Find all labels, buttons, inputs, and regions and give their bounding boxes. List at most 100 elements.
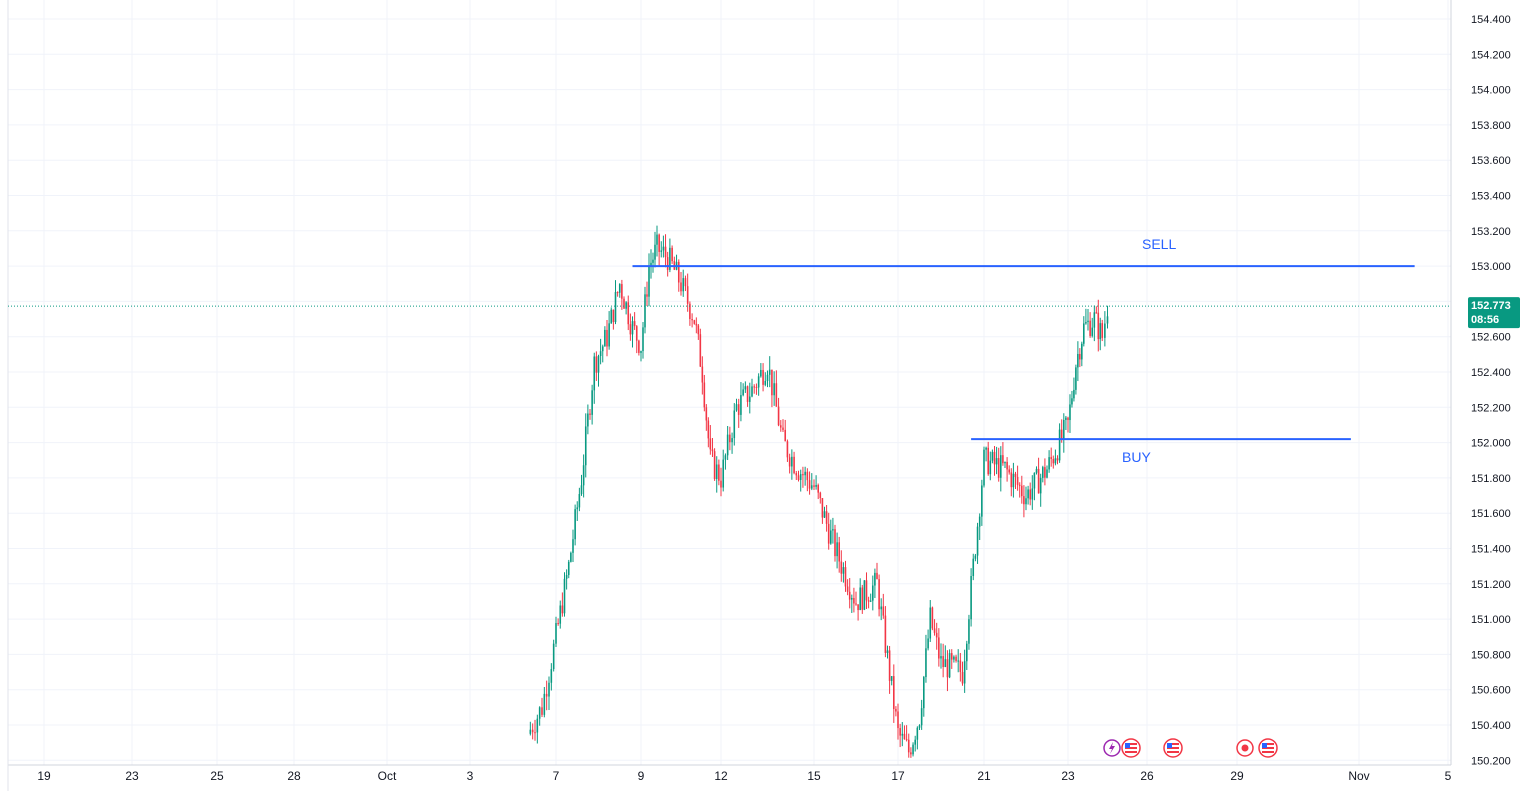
candle-body (869, 600, 872, 602)
candle-body (987, 447, 989, 475)
candle-body (1029, 489, 1031, 500)
candle-body (912, 744, 914, 755)
candle-body (737, 404, 740, 415)
candle-body (819, 492, 822, 498)
candle-body (565, 575, 568, 579)
candle-body (755, 386, 758, 388)
candle-body (1000, 455, 1002, 478)
candle-body (531, 729, 534, 733)
candle-body (907, 739, 910, 753)
candle-body (722, 459, 725, 488)
candle-body (601, 346, 604, 352)
candle-body (1101, 323, 1104, 338)
candle-body (677, 261, 680, 283)
candle-body (844, 567, 847, 587)
candle-body (748, 396, 751, 402)
candle-body (623, 298, 625, 309)
us-flag-icon[interactable] (1258, 738, 1278, 758)
candle-body (840, 561, 843, 574)
candle-body (974, 555, 977, 559)
candle-body (893, 676, 895, 710)
candle-body (815, 484, 817, 487)
candle-body (589, 413, 591, 415)
candle-body (923, 677, 925, 709)
candle-body (808, 480, 811, 489)
candle-body (874, 572, 876, 586)
time-tick-label: 21 (977, 769, 991, 783)
candle-body (903, 733, 906, 740)
candles-layer (529, 225, 1109, 758)
candle-body (1075, 367, 1077, 390)
candle-body (910, 752, 912, 755)
candle-body (788, 457, 791, 467)
candle-body (817, 484, 819, 493)
candle-body (543, 693, 546, 715)
candle-body (599, 351, 602, 357)
candle-body (935, 632, 938, 638)
flash-icon[interactable] (1103, 739, 1121, 757)
price-tick-label: 150.400 (1471, 720, 1511, 732)
candle-body (944, 659, 947, 668)
candle-body (587, 413, 589, 427)
candle-body (707, 420, 710, 439)
candle-body (610, 309, 613, 324)
candle-body (884, 615, 887, 653)
candle-body (548, 682, 550, 697)
candle-body (638, 340, 640, 353)
candle-body (545, 693, 548, 697)
candle-body (733, 410, 736, 439)
candle-body (1037, 468, 1040, 494)
time-tick-label: Oct (378, 769, 397, 783)
candle-body (1079, 353, 1081, 360)
time-tick-label: 28 (287, 769, 301, 783)
candle-body (946, 659, 949, 678)
candle-body (753, 386, 756, 388)
candle-body (1027, 489, 1029, 499)
candle-body (978, 516, 981, 527)
candle-body (830, 530, 832, 544)
candle-body (853, 597, 855, 604)
candle-body (1035, 468, 1038, 473)
candle-body (557, 623, 559, 625)
candle-body (821, 497, 824, 518)
candle-body (1050, 457, 1052, 460)
candle-body (1042, 467, 1044, 478)
us-flag-icon[interactable] (1121, 738, 1141, 758)
price-axis[interactable]: 154.400 154.200 154.000 153.800 153.600 153.4… (1471, 14, 1511, 767)
us-flag-icon[interactable] (1163, 738, 1183, 758)
candle-body (836, 542, 838, 557)
time-tick-label: 23 (125, 769, 139, 783)
candle-body (656, 234, 658, 245)
candle-body (664, 246, 667, 258)
candle-body (735, 404, 738, 411)
sell-label[interactable]: SELL (1142, 236, 1176, 252)
candle-body (925, 648, 927, 678)
time-tick-label: 12 (714, 769, 728, 783)
candle-body (983, 449, 985, 486)
record-icon[interactable] (1236, 739, 1254, 757)
candle-body (614, 292, 617, 323)
candle-body (580, 485, 583, 494)
event-markers[interactable] (1103, 738, 1278, 758)
candle-body (660, 250, 663, 252)
candle-body (682, 278, 685, 292)
candle-body (914, 739, 916, 745)
candle-body (695, 323, 698, 326)
candle-body (959, 660, 962, 672)
candle-body (1087, 320, 1089, 323)
candle-body (773, 383, 775, 396)
candle-body (955, 656, 957, 661)
candle-body (654, 244, 656, 260)
buy-label[interactable]: BUY (1122, 449, 1151, 465)
candle-body (795, 473, 798, 476)
time-axis[interactable]: 19 23 25 28 Oct 3 7 9 12 15 17 21 23 26 29 Nov 5 (37, 769, 1451, 783)
candle-body (1097, 312, 1100, 340)
candle-body (797, 475, 800, 481)
candle-body (901, 733, 904, 736)
candle-body (851, 597, 853, 600)
candle-body (593, 356, 596, 391)
price-tick-label: 154.200 (1471, 49, 1511, 61)
candle-body (1065, 417, 1067, 420)
